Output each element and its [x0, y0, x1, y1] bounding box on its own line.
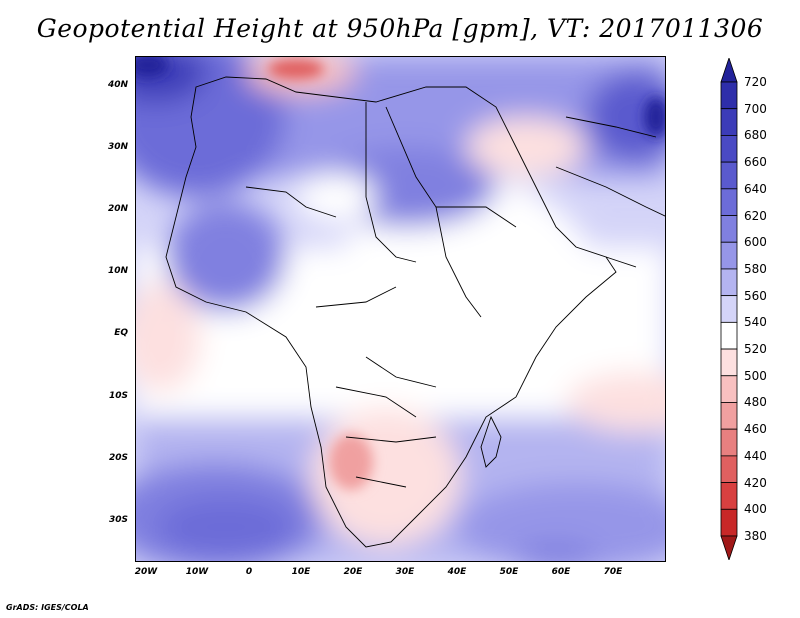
colorbar-bin: [720, 348, 738, 377]
colorbar-bin: [720, 375, 738, 403]
colorbar-bin: [720, 428, 738, 457]
geopotential-field: [136, 57, 665, 561]
colorbar-label: 600: [744, 235, 767, 250]
y-tick-20s: 20S: [108, 453, 128, 463]
colorbar-label: 460: [744, 422, 767, 437]
colorbar-bin: [720, 455, 738, 483]
colorbar-label: 580: [744, 261, 767, 276]
x-tick-0: 0: [245, 567, 253, 577]
colorbar-bin: [720, 215, 738, 243]
colorbar-bin: [720, 268, 738, 297]
y-tick-30n: 30N: [107, 142, 128, 152]
colorbar-bin: [720, 508, 738, 537]
x-tick-70e: 70E: [603, 567, 623, 577]
colorbar-bottom-arrow: [720, 535, 738, 560]
colorbar-bin: [720, 402, 738, 430]
colorbar-label: 720: [744, 75, 767, 89]
colorbar-bin: [720, 188, 738, 216]
map-title: Geopotential Height at 950hPa [gpm], VT:…: [36, 14, 764, 43]
colorbar-label: 400: [744, 502, 767, 517]
colorbar-label: 680: [744, 128, 767, 143]
y-tick-10s: 10S: [108, 391, 128, 401]
x-tick-10w: 10W: [185, 567, 209, 577]
colorbar-label: 700: [744, 101, 767, 116]
x-tick-20w: 20W: [134, 567, 158, 577]
colorbar-top-arrow: [720, 58, 738, 83]
x-tick-40e: 40E: [447, 567, 467, 577]
colorbar-label: 520: [744, 342, 767, 357]
colorbar-bin: [720, 241, 738, 270]
colorbar-label: 480: [744, 395, 767, 410]
y-tick-eq: EQ: [114, 328, 128, 338]
colorbar-bin: [720, 321, 738, 350]
footer-credit: GrADS: IGES/COLA: [6, 603, 89, 612]
colorbar-label: 500: [744, 368, 767, 383]
x-tick-60e: 60E: [551, 567, 571, 577]
colorbar-bin: [720, 161, 738, 190]
colorbar-label: 620: [744, 208, 767, 223]
colorbar-bin: [720, 482, 738, 510]
colorbar-bin: [720, 135, 738, 163]
colorbar-label: 440: [744, 448, 767, 463]
y-tick-40n: 40N: [107, 80, 128, 90]
y-tick-30s: 30S: [108, 515, 128, 525]
x-tick-30e: 30E: [395, 567, 415, 577]
colorbar-bin: [720, 295, 738, 323]
colorbar-bin: [720, 108, 738, 136]
colorbar-label: 420: [744, 475, 767, 490]
y-tick-10n: 10N: [107, 266, 128, 276]
colorbar-bin: [720, 81, 738, 110]
colorbar: [720, 58, 738, 560]
colorbar-label: 540: [744, 315, 767, 330]
coastline-outlines: [165, 76, 665, 548]
y-tick-20n: 20N: [107, 204, 128, 214]
colorbar-label: 560: [744, 288, 767, 303]
x-tick-50e: 50E: [499, 567, 519, 577]
map-plot-area: [135, 56, 666, 562]
x-tick-10e: 10E: [291, 567, 311, 577]
colorbar-label: 640: [744, 181, 767, 196]
x-tick-20e: 20E: [343, 567, 363, 577]
colorbar-label: 380: [744, 529, 767, 543]
colorbar-label: 660: [744, 155, 767, 170]
